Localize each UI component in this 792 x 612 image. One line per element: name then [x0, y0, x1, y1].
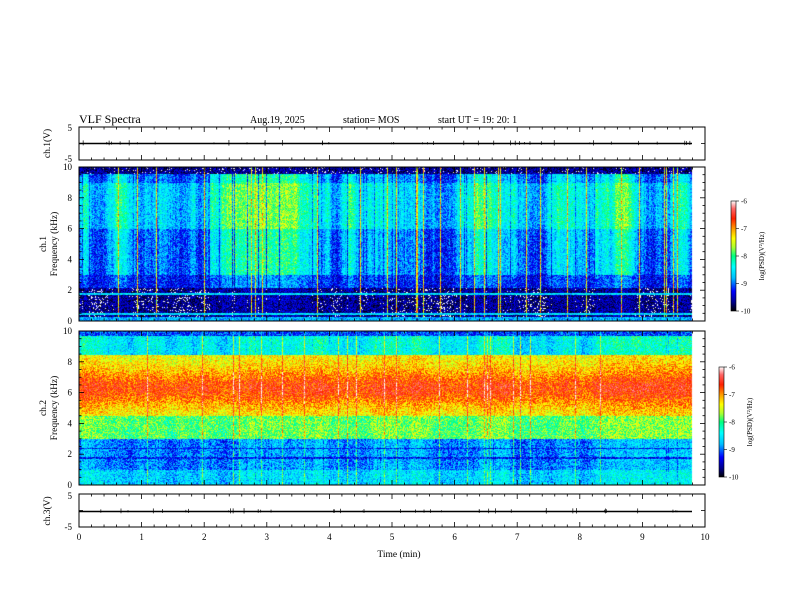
ch2-spec-ylabel-freq: Frequency (kHz) [49, 376, 60, 441]
ch1-colorbar: -6 -7 -8 -9 -10 log(PSD)(V²/Hz) [730, 198, 766, 316]
ch2-freq-tick-label: 10 [63, 326, 73, 336]
ch1-freq-tick-label: 2 [68, 285, 73, 295]
x-tick-label: 10 [701, 532, 711, 542]
x-tick-label: 6 [452, 532, 457, 542]
ch2-colorbar-tick-label: -10 [729, 474, 739, 482]
ch2-freq-tick-label: 8 [68, 357, 73, 367]
ch1-voltage-panel: 5 -5 ch.1(V) [42, 123, 706, 164]
x-tick-label: 7 [515, 532, 520, 542]
ch2-colorbar-tick-label: -8 [729, 419, 735, 427]
ch1-freq-tick-label: 8 [68, 193, 73, 203]
x-axis-label: Time (min) [377, 549, 420, 560]
x-tick-label: 4 [327, 532, 332, 542]
ch1-spectrogram-panel: 0 2 4 6 8 10 ch.1 Frequency (kHz) [39, 162, 706, 326]
ch1-ytick-bottom: -5 [65, 154, 73, 164]
figure-title: VLF Spectra [79, 112, 141, 126]
x-tick-label: 3 [265, 532, 270, 542]
ch3-voltage-panel: 5 -5 ch.3(V) [42, 491, 706, 532]
figure-station: station= MOS [343, 115, 399, 126]
ch3-ytick-top: 5 [68, 491, 73, 501]
x-tick-label: 5 [390, 532, 395, 542]
ch1-freq-tick-label: 6 [68, 224, 73, 234]
x-tick-label: 8 [578, 532, 583, 542]
ch2-spec-ylabel-ch: ch.2 [39, 400, 49, 416]
x-tick-label: 2 [202, 532, 207, 542]
ch1-spec-ylabel-freq: Frequency (kHz) [49, 212, 60, 277]
ch1-freq-tick-label: 10 [63, 162, 73, 172]
ch1-freq-tick-label: 0 [68, 316, 73, 326]
ch1-spectrogram-image [79, 167, 705, 321]
ch2-colorbar-tick-label: -7 [729, 391, 735, 399]
ch3-voltage-ylabel: ch.3(V) [42, 496, 53, 525]
ch2-colorbar-label: log(PSD)(V²/Hz) [746, 397, 754, 446]
ch1-colorbar-label: log(PSD)(V²/Hz) [758, 231, 766, 280]
ch2-freq-tick-label: 4 [68, 418, 73, 428]
x-tick-label: 1 [139, 532, 144, 542]
x-tick-label: 9 [640, 532, 645, 542]
figure-date: Aug.19, 2025 [250, 115, 305, 126]
ch2-colorbar-tick-label: -6 [729, 364, 735, 372]
ch2-spectrogram-panel: 0 2 4 6 8 10 ch.2 Frequency (kHz) [39, 326, 706, 490]
ch2-spectrogram-image [79, 331, 705, 485]
ch1-colorbar-tick-label: -7 [741, 225, 747, 233]
ch2-colorbar: -6 -7 -8 -9 -10 log(PSD)(V²/Hz) [718, 364, 754, 482]
ch1-freq-tick-label: 4 [68, 254, 73, 264]
ch2-freq-tick-label: 0 [68, 480, 73, 490]
ch1-colorbar-tick-label: -10 [741, 308, 751, 316]
x-tick-label: 0 [77, 532, 82, 542]
ch2-freq-tick-label: 6 [68, 388, 73, 398]
ch1-colorbar-tick-label: -8 [741, 253, 747, 261]
figure-start-time: start UT = 19: 20: 1 [438, 115, 517, 126]
ch3-ytick-bottom: -5 [65, 522, 73, 532]
ch1-colorbar-tick-label: -9 [741, 280, 747, 288]
ch2-colorbar-tick-label: -9 [729, 446, 735, 454]
ch1-spec-ylabel-ch: ch.1 [39, 236, 49, 252]
ch1-ytick-top: 5 [68, 123, 73, 133]
ch1-colorbar-tick-label: -6 [741, 198, 747, 206]
ch1-voltage-ylabel: ch.1(V) [42, 129, 53, 158]
ch2-freq-tick-label: 2 [68, 449, 73, 459]
